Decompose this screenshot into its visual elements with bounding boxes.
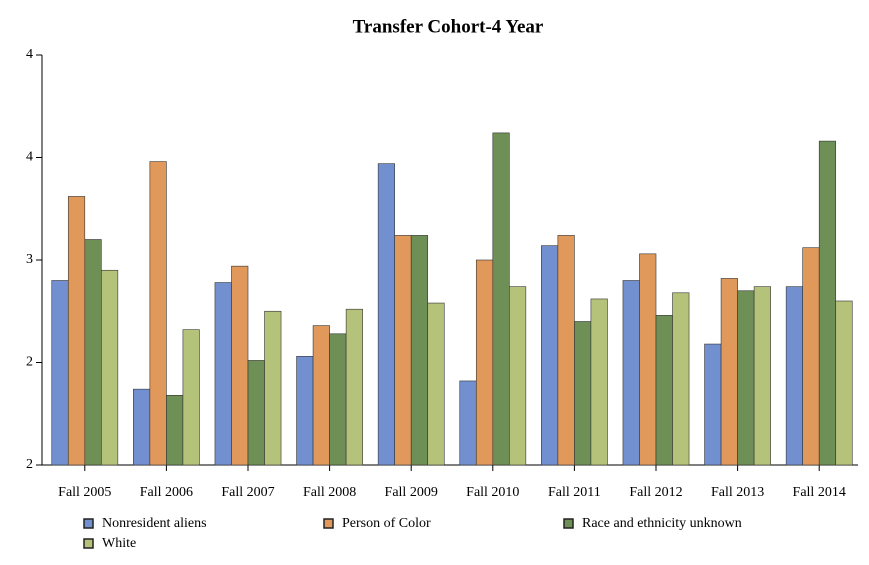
bar bbox=[133, 388, 151, 466]
x-tick-label: Fall 2006 bbox=[140, 485, 193, 500]
bar bbox=[101, 269, 119, 466]
bar bbox=[622, 280, 640, 466]
bar bbox=[835, 300, 853, 466]
bar bbox=[492, 132, 510, 466]
bar bbox=[67, 196, 86, 466]
x-tick-label: Fall 2008 bbox=[303, 485, 356, 500]
bar bbox=[557, 235, 575, 466]
bar bbox=[541, 245, 559, 466]
bar bbox=[704, 343, 722, 466]
y-tick-label: 3 bbox=[26, 252, 33, 267]
x-tick-label: Fall 2009 bbox=[385, 485, 438, 500]
bar bbox=[785, 286, 803, 466]
x-tick-label: Fall 2011 bbox=[548, 485, 601, 500]
legend-swatch bbox=[83, 518, 94, 529]
y-tick-label: 2 bbox=[26, 457, 33, 472]
bar bbox=[672, 292, 690, 466]
bar bbox=[475, 259, 494, 466]
bar bbox=[264, 310, 282, 466]
bar bbox=[345, 308, 363, 466]
chart-title: Transfer Cohort-4 Year bbox=[353, 16, 544, 37]
bar bbox=[410, 235, 429, 466]
bar bbox=[84, 239, 102, 466]
bar bbox=[427, 302, 445, 466]
bar bbox=[590, 298, 608, 466]
bar bbox=[818, 140, 837, 466]
bar bbox=[377, 163, 395, 466]
bar bbox=[247, 360, 265, 466]
bar bbox=[296, 356, 314, 466]
bar bbox=[231, 265, 249, 466]
bar bbox=[459, 380, 477, 466]
legend-swatch bbox=[323, 518, 334, 529]
legend-label: Nonresident aliens bbox=[102, 516, 207, 531]
bar bbox=[51, 280, 69, 466]
legend-label: Race and ethnicity unknown bbox=[582, 516, 742, 531]
legend-swatch bbox=[83, 538, 94, 549]
bar bbox=[574, 321, 592, 466]
x-tick-label: Fall 2012 bbox=[629, 485, 682, 500]
bar bbox=[182, 329, 200, 466]
bar bbox=[737, 290, 755, 466]
legend-label: White bbox=[102, 536, 136, 551]
x-tick-label: Fall 2013 bbox=[711, 485, 764, 500]
bar bbox=[509, 286, 527, 466]
y-tick-label: 4 bbox=[26, 47, 33, 62]
bar bbox=[720, 278, 738, 466]
x-tick-label: Fall 2007 bbox=[221, 485, 274, 500]
x-tick-label: Fall 2014 bbox=[793, 485, 846, 500]
bar bbox=[166, 394, 184, 466]
bar bbox=[312, 325, 330, 466]
legend-label: Person of Color bbox=[342, 516, 431, 531]
x-tick-label: Fall 2005 bbox=[58, 485, 111, 500]
bar bbox=[753, 286, 771, 466]
bar bbox=[639, 253, 657, 466]
bar bbox=[394, 235, 412, 466]
x-tick-label: Fall 2010 bbox=[466, 485, 519, 500]
bar bbox=[329, 333, 347, 466]
bar bbox=[214, 282, 232, 466]
y-tick-label: 4 bbox=[26, 150, 33, 165]
bar bbox=[149, 161, 167, 466]
legend-swatch bbox=[563, 518, 574, 529]
bar bbox=[655, 315, 673, 466]
bar bbox=[802, 247, 820, 466]
y-tick-label: 2 bbox=[26, 355, 33, 370]
